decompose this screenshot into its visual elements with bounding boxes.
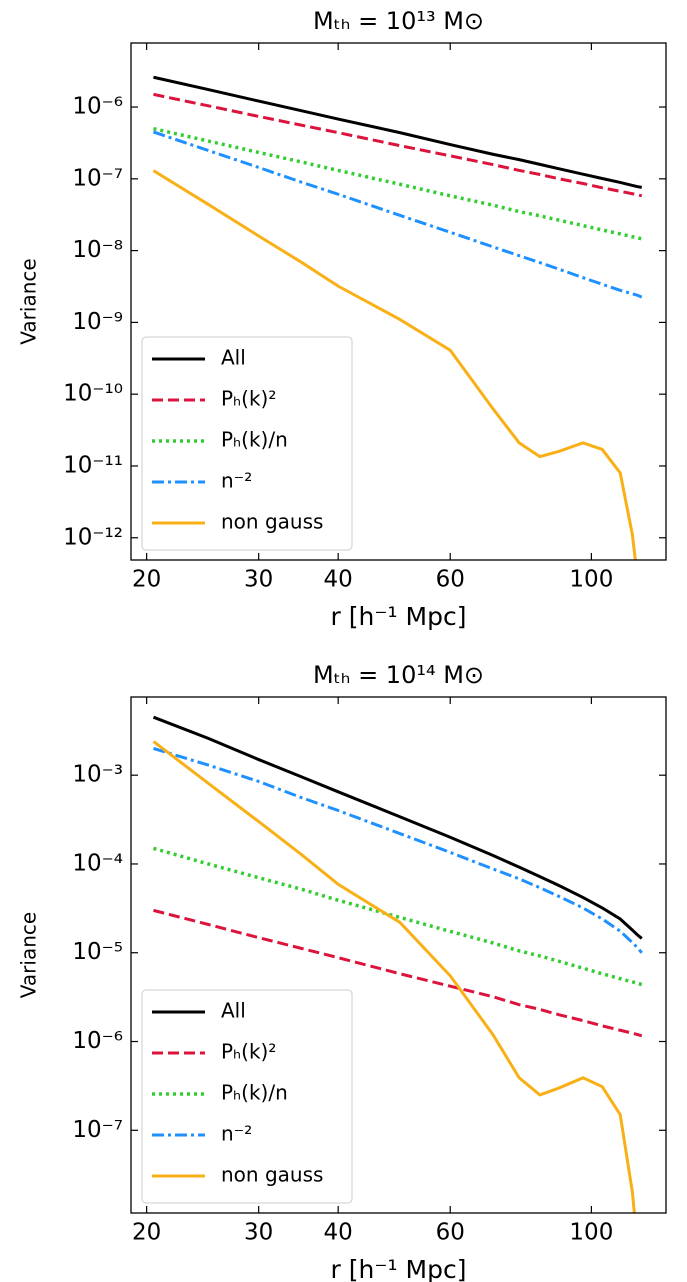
y-tick-label: 10⁻⁷: [72, 1117, 123, 1143]
x-tick-label: 30: [244, 1220, 273, 1246]
series-line: [152, 740, 636, 1213]
series-line: [153, 92, 643, 198]
y-tick-label: 10⁻⁸: [72, 237, 123, 263]
plot-area: [152, 75, 643, 560]
y-tick-label: 10⁻⁵: [72, 939, 123, 965]
axes-frame: [130, 696, 667, 1214]
legend-label: Pₕ(k)/n: [221, 428, 288, 452]
x-tick-label: 100: [569, 567, 613, 593]
y-tick-label: 10⁻¹⁰: [63, 381, 123, 407]
x-tick-label: 20: [132, 1220, 161, 1246]
legend-label: All: [221, 999, 246, 1023]
legend-label: non gauss: [221, 1163, 323, 1187]
series-line: [152, 169, 637, 560]
y-axis-label: Variance: [17, 258, 41, 344]
x-axis-label: r [h⁻¹ Mpc]: [331, 1255, 467, 1282]
y-tick-label: 10⁻⁶: [72, 1028, 123, 1054]
y-tick-label: 10⁻¹¹: [63, 452, 123, 478]
x-axis-label: r [h⁻¹ Mpc]: [331, 602, 467, 631]
x-tick-label: 20: [132, 567, 161, 593]
legend-label: All: [221, 346, 246, 370]
legend-box: [141, 336, 353, 551]
legend-box: [141, 989, 353, 1204]
series-line: [153, 908, 643, 1038]
plot-area: [152, 715, 643, 1213]
x-tick-label: 30: [244, 567, 273, 593]
legend-label: Pₕ(k)²: [221, 1040, 276, 1064]
axes-frame: [130, 42, 667, 561]
subplot: Mₜₕ = 10¹⁴ M⊙ r [h⁻¹ Mpc] Variance 20 30 40 60…: [17, 661, 667, 1282]
x-tick-label: 60: [436, 1220, 465, 1246]
series-line: [152, 130, 643, 299]
series-line: [153, 75, 643, 189]
legend-label: n⁻²: [221, 1122, 252, 1146]
y-tick-label: 10⁻¹²: [63, 524, 123, 550]
y-tick-label: 10⁻⁴: [72, 850, 123, 876]
legend-label: n⁻²: [221, 469, 252, 493]
y-tick-label: 10⁻⁹: [72, 309, 123, 335]
legend-label: Pₕ(k)²: [221, 387, 276, 411]
series-line: [152, 846, 643, 987]
series-line: [152, 715, 643, 940]
legend-label: Pₕ(k)/n: [221, 1081, 288, 1105]
chart-title: Mₜₕ = 10¹⁴ M⊙: [313, 661, 484, 689]
x-tick-label: 100: [569, 1220, 613, 1246]
y-axis-label: Variance: [17, 912, 41, 998]
x-tick-label: 40: [324, 567, 353, 593]
legend-label: non gauss: [221, 510, 323, 534]
chart-title: Mₜₕ = 10¹³ M⊙: [313, 7, 484, 35]
subplot: Mₜₕ = 10¹³ M⊙ r [h⁻¹ Mpc] Variance 20 30 40 60…: [17, 7, 667, 631]
y-tick-label: 10⁻³: [72, 762, 123, 788]
x-tick-label: 60: [436, 567, 465, 593]
y-tick-label: 10⁻⁷: [72, 165, 123, 191]
x-tick-label: 40: [324, 1220, 353, 1246]
y-tick-label: 10⁻⁶: [72, 94, 123, 120]
series-line: [153, 747, 643, 954]
